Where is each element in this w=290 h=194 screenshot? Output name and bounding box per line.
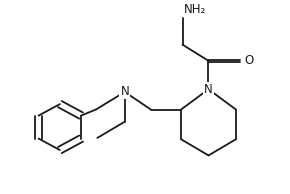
Text: N: N — [204, 83, 213, 96]
Text: NH₂: NH₂ — [184, 3, 206, 16]
Text: N: N — [120, 85, 129, 98]
Text: O: O — [244, 54, 254, 67]
